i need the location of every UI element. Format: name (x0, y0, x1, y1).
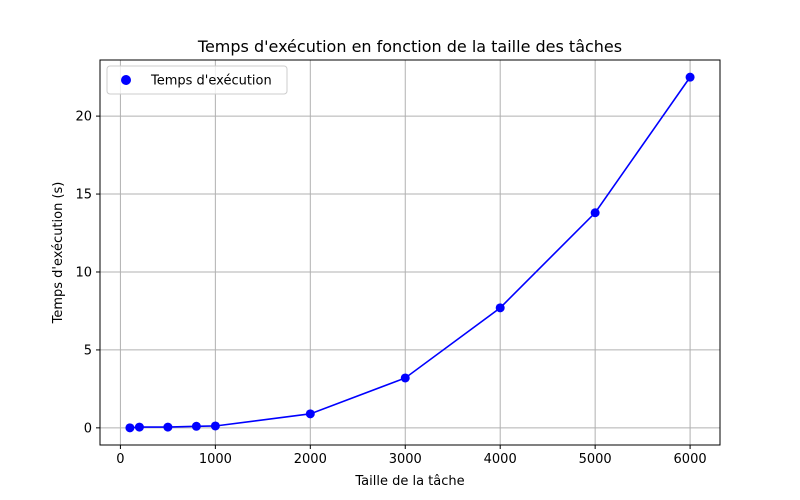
data-point (305, 409, 315, 419)
chart-title: Temps d'exécution en fonction de la tail… (197, 37, 622, 56)
legend-box (106, 65, 288, 95)
data-point (590, 208, 600, 218)
data-point (134, 422, 144, 432)
ticks: 0 1000 2000 3000 4000 5000 6000 0 5 10 15 20 (75, 110, 706, 467)
legend: Temps d'exécution (106, 65, 288, 95)
legend-label: Temps d'exécution (150, 74, 272, 89)
x-tick-label: 2000 (294, 452, 327, 467)
y-tick-label: 0 (84, 421, 92, 436)
data-point (210, 421, 220, 431)
series-layer (125, 72, 695, 433)
data-point (191, 421, 201, 431)
y-axis-label: Temps d'exécution (s) (51, 182, 66, 325)
y-tick-label: 20 (75, 110, 92, 125)
x-axis-label: Taille de la tâche (354, 474, 464, 489)
x-tick-label: 0 (116, 452, 124, 467)
y-tick-label: 10 (75, 265, 92, 280)
data-point (125, 423, 135, 433)
y-tick-label: 15 (75, 188, 92, 203)
x-tick-label: 4000 (484, 452, 517, 467)
data-point (400, 373, 410, 383)
data-point (163, 422, 173, 432)
grid (100, 60, 720, 445)
x-tick-label: 3000 (389, 452, 422, 467)
y-tick-label: 5 (84, 343, 92, 358)
data-point (495, 303, 505, 313)
data-point (685, 72, 695, 82)
plot-frame (99, 59, 721, 446)
legend-marker (121, 75, 131, 85)
x-tick-label: 5000 (579, 452, 612, 467)
series-line (129, 76, 691, 429)
x-tick-label: 1000 (199, 452, 232, 467)
x-tick-label: 6000 (674, 452, 707, 467)
